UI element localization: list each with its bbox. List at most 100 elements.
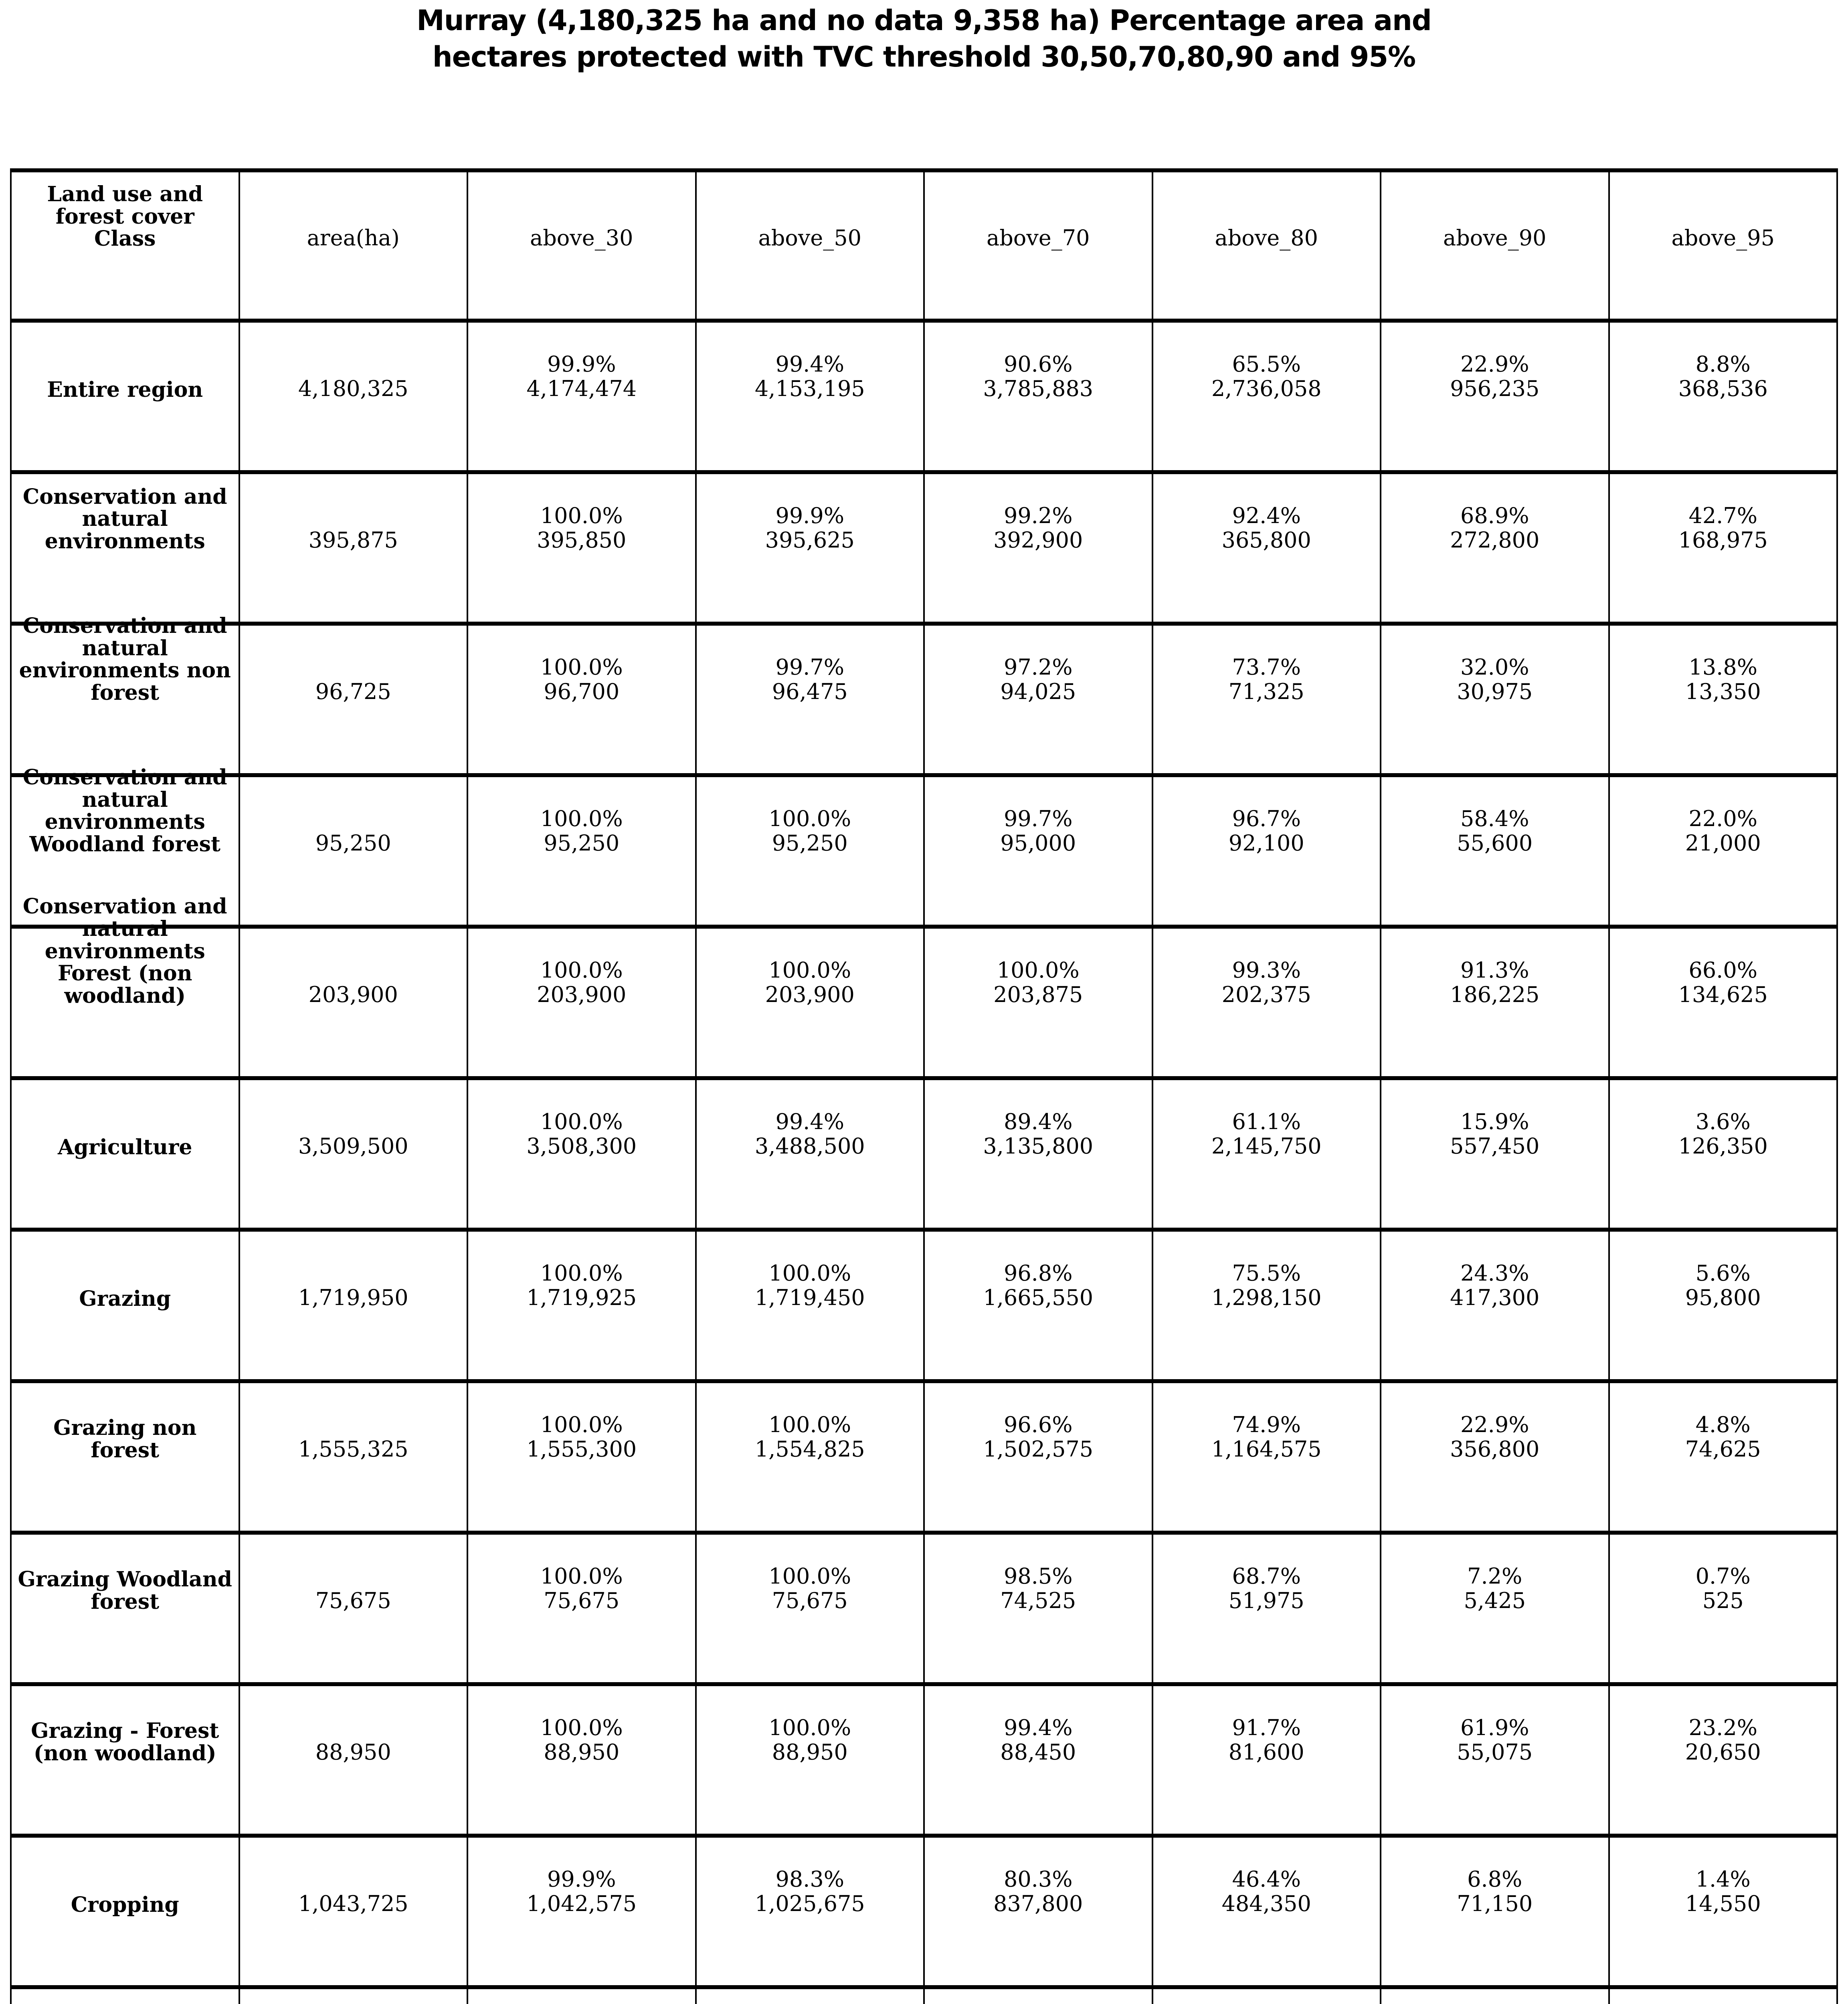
cell-above-70: 99.2% 392,900 [923, 474, 1152, 622]
hectares-value: 3,488,500 [754, 1133, 865, 1159]
hectares-value: 126,350 [1678, 1133, 1768, 1159]
threshold-values: 100.0% 203,875 [927, 958, 1149, 1007]
threshold-values: 91.7% 81,600 [1156, 1715, 1378, 1765]
percent-value: 73.7% [1232, 654, 1301, 680]
hectares-value: 4,174,474 [526, 376, 637, 402]
percent-value: 8.8% [1695, 351, 1751, 377]
percent-value: 99.9% [547, 1866, 616, 1892]
table-row: Conservation and natural environments no… [10, 615, 1838, 773]
hectares-value: 88,950 [544, 1739, 620, 1765]
cell-above-70: 96.8% 1,665,550 [923, 1232, 1152, 1379]
threshold-values: 61.9% 55,075 [1384, 1715, 1606, 1765]
threshold-values: 91.3% 186,225 [1384, 958, 1606, 1007]
threshold-values: 80.3% 837,800 [927, 1867, 1149, 1916]
hectares-value: 51,975 [1228, 1588, 1304, 1614]
cell-above-90: 58.4% 55,600 [1380, 777, 1608, 925]
header-cell-class: Land use and forest cover Class [10, 172, 239, 319]
cell-above-30: 100.0% 88,950 [467, 1686, 695, 1834]
hectares-value: 74,525 [1000, 1588, 1076, 1614]
cell-above-50: 99.4% 3,488,500 [695, 1080, 924, 1228]
percent-value: 97.2% [1003, 654, 1073, 680]
threshold-values: 100.0% 75,675 [699, 1564, 921, 1613]
header-cell-above-95: above_95 [1608, 172, 1838, 319]
area-value: 75,675 [315, 1588, 391, 1614]
area-value: 96,725 [315, 679, 391, 705]
area-value: 1,719,950 [298, 1285, 408, 1311]
cell-above-30: 100.0%745,400 [467, 1989, 695, 2004]
threshold-values: 100.0% 1,554,825 [699, 1412, 921, 1462]
hectares-value: 14,550 [1685, 1891, 1761, 1917]
cell-above-30: 99.9% 1,042,575 [467, 1838, 695, 1985]
threshold-values: 75.5% 1,298,150 [1156, 1261, 1378, 1310]
hectares-value: 21,000 [1685, 830, 1761, 856]
cell-above-80: 65.5% 2,736,058 [1151, 323, 1380, 470]
cell-above-50: 100.0% 1,719,450 [695, 1232, 924, 1379]
hectares-value: 1,502,575 [983, 1436, 1094, 1462]
cell-above-90: 22.9% 356,800 [1380, 1383, 1608, 1531]
hectares-value: 1,298,150 [1211, 1285, 1322, 1311]
header-label: above_70 [987, 225, 1090, 250]
hectares-value: 1,555,300 [526, 1436, 637, 1462]
cell-above-70: 84.8%632,200 [923, 1989, 1152, 2004]
threshold-values: 98.5% 74,525 [927, 1564, 1149, 1613]
row-label-cell: Grazing [10, 1232, 239, 1379]
percent-value: 99.4% [775, 351, 845, 377]
row-label: Conservation and natural environments no… [19, 613, 231, 705]
hectares-value: 203,900 [537, 982, 627, 1008]
threshold-values: 68.9% 272,800 [1384, 503, 1606, 553]
percent-value: 65.5% [1232, 351, 1301, 377]
percent-value: 46.4% [1232, 1866, 1301, 1892]
cell-above-50: 100.0% 95,250 [695, 777, 924, 925]
cell-above-95: 22.0% 21,000 [1608, 777, 1838, 925]
threshold-values: 96.8% 1,665,550 [927, 1261, 1149, 1310]
threshold-values: 8.8% 368,536 [1612, 352, 1834, 401]
row-label-cell: Irrigation [10, 1989, 239, 2004]
cell-above-80: 48.7%363,150 [1151, 1989, 1380, 2004]
percent-value: 5.6% [1695, 1260, 1751, 1286]
threshold-values: 100.0% 88,950 [699, 1715, 921, 1765]
threshold-values: 22.9% 956,235 [1384, 352, 1606, 401]
cell-above-80: 73.7% 71,325 [1151, 626, 1380, 773]
cell-above-30: 99.9% 4,174,474 [467, 323, 695, 470]
cell-area-ha: 203,900 [238, 929, 467, 1076]
percent-value: 7.2% [1467, 1563, 1522, 1589]
hectares-value: 81,600 [1228, 1739, 1304, 1765]
threshold-values: 23.2% 20,650 [1612, 1715, 1834, 1765]
hectares-value: 484,350 [1221, 1891, 1311, 1917]
threshold-values: 58.4% 55,600 [1384, 806, 1606, 856]
percent-value: 1.4% [1695, 1866, 1751, 1892]
table-row: Entire region 4,180,325 99.9% 4,174,474 99.4… [10, 319, 1838, 470]
threshold-values: 42.7% 168,975 [1612, 503, 1834, 553]
percent-value: 100.0% [540, 806, 623, 831]
header-cell-above-70: above_70 [923, 172, 1152, 319]
cell-area-ha: 1,555,325 [238, 1383, 467, 1531]
threshold-values: 73.7% 71,325 [1156, 655, 1378, 704]
table-row: Conservation and natural environments Wo… [10, 766, 1838, 925]
row-label: Grazing - Forest (non woodland) [31, 1719, 219, 1766]
hectares-value: 55,600 [1457, 830, 1533, 856]
row-label-cell: Grazing Woodland forest [10, 1535, 239, 1682]
hectares-value: 95,800 [1685, 1285, 1761, 1311]
cell-above-95: 8.8% 368,536 [1608, 323, 1838, 470]
table-row: Conservation and natural environments Fo… [10, 895, 1838, 1076]
threshold-values: 99.2% 392,900 [927, 503, 1149, 553]
percent-value: 75.5% [1232, 1260, 1301, 1286]
percent-value: 96.6% [1003, 1412, 1073, 1437]
cell-area-ha: 1,719,950 [238, 1232, 467, 1379]
threshold-values: 6.8% 71,150 [1384, 1867, 1606, 1916]
percent-value: 100.0% [540, 1715, 623, 1740]
hectares-value: 168,975 [1678, 527, 1768, 553]
cell-above-80: 99.3% 202,375 [1151, 929, 1380, 1076]
threshold-values: 97.2% 94,025 [927, 655, 1149, 704]
header-label: above_50 [758, 225, 861, 250]
percent-value: 100.0% [540, 957, 623, 983]
cell-above-95: 66.0% 134,625 [1608, 929, 1838, 1076]
header-cell-above-90: above_90 [1380, 172, 1608, 319]
percent-value: 66.0% [1688, 957, 1758, 983]
hectares-value: 837,800 [993, 1891, 1083, 1917]
cell-area-ha: 395,875 [238, 474, 467, 622]
hectares-value: 96,475 [772, 679, 848, 705]
threshold-values: 99.7% 96,475 [699, 655, 921, 704]
hectares-value: 55,075 [1457, 1739, 1533, 1765]
cell-above-70: 99.7% 95,000 [923, 777, 1152, 925]
